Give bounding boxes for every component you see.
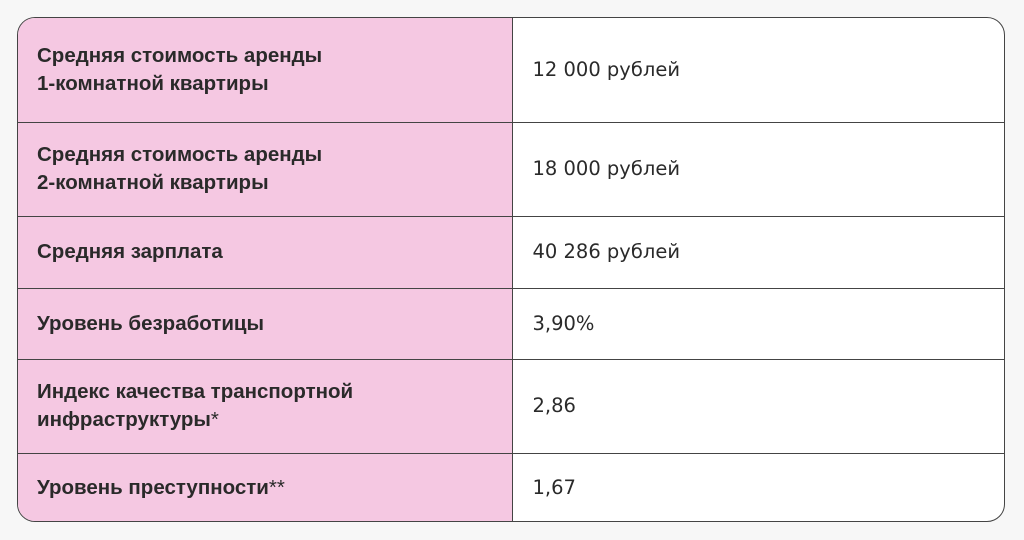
row-value: 12 000 рублей	[532, 57, 681, 81]
table-row-rent-2room: Средняя стоимость аренды 2-комнатной ква…	[18, 122, 1004, 216]
table-row-crime-level: Уровень преступности** 1,67	[18, 453, 1004, 521]
row-label-line-text: инфраструктуры	[37, 408, 211, 431]
footnote-mark: **	[268, 476, 285, 500]
table-row-unemployment: Уровень безработицы 3,90%	[18, 288, 1004, 359]
row-value: 1,67	[532, 476, 576, 500]
stats-table-grid: Средняя стоимость аренды 1-комнатной ква…	[18, 18, 1004, 521]
row-label-line: Средняя зарплата	[37, 240, 223, 263]
row-label-line: Средняя стоимость аренды	[37, 143, 323, 166]
row-value: 3,90%	[532, 311, 595, 335]
row-value: 18 000 рублей	[532, 157, 681, 180]
row-label-line: Уровень преступности**	[37, 474, 492, 502]
table-row-rent-1room: Средняя стоимость аренды 1-комнатной ква…	[18, 18, 1004, 122]
row-value: 2,86	[532, 394, 576, 417]
table-row-transport-index: Индекс качества транспортной инфраструкт…	[18, 359, 1004, 453]
row-label-line: Уровень безработицы	[37, 311, 265, 335]
row-label-line: инфраструктуры*	[37, 406, 492, 434]
row-label-line: 1-комнатной квартиры	[37, 71, 269, 95]
row-label-line: 2-комнатной квартиры	[37, 171, 269, 194]
row-label: Уровень безработицы	[18, 288, 513, 359]
row-label-line: Индекс качества транспортной	[37, 380, 354, 403]
row-label: Уровень преступности**	[18, 453, 513, 521]
footnote-mark: *	[210, 408, 219, 431]
row-label-line-text: Уровень преступности	[37, 476, 269, 500]
row-label-line: Средняя стоимость аренды	[37, 43, 323, 67]
table-row-salary: Средняя зарплата 40 286 рублей	[18, 216, 1004, 288]
row-label: Средняя стоимость аренды 2-комнатной ква…	[18, 122, 513, 216]
row-label: Средняя стоимость аренды 1-комнатной ква…	[18, 18, 513, 122]
row-label: Средняя зарплата	[18, 216, 513, 288]
row-label: Индекс качества транспортной инфраструкт…	[18, 359, 513, 453]
row-value: 40 286 рублей	[532, 240, 681, 263]
stats-table: Средняя стоимость аренды 1-комнатной ква…	[17, 17, 1005, 522]
